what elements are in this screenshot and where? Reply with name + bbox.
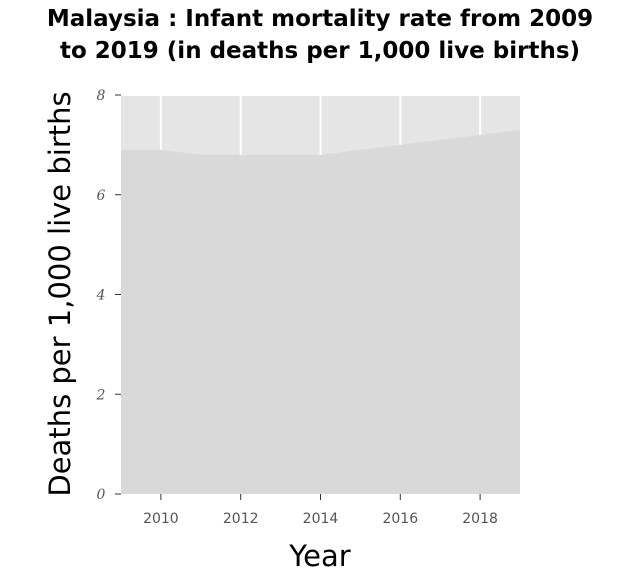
x-tick-label: 2012 bbox=[223, 511, 259, 527]
x-axis-ticks: 2010 2012 2014 2016 2018 bbox=[143, 494, 498, 527]
chart-title-line-2: to 2019 (in deaths per 1,000 live births… bbox=[60, 38, 580, 64]
y-tick-label: 2 bbox=[96, 387, 106, 403]
x-tick-label: 2014 bbox=[303, 511, 339, 527]
x-tick-label: 2016 bbox=[382, 511, 418, 527]
area-series bbox=[121, 130, 520, 494]
y-tick-label: 8 bbox=[97, 88, 106, 104]
y-tick-label: 4 bbox=[96, 288, 106, 304]
y-tick-label: 6 bbox=[97, 188, 106, 204]
y-axis-ticks: 0 2 4 6 8 bbox=[96, 88, 121, 503]
x-tick-label: 2010 bbox=[143, 511, 179, 527]
y-axis-label: Deaths per 1,000 live births bbox=[43, 91, 77, 496]
y-tick-label: 0 bbox=[97, 487, 106, 503]
x-tick-label: 2018 bbox=[462, 511, 498, 527]
x-axis-label: Year bbox=[288, 539, 350, 573]
chart-title-line-1: Malaysia : Infant mortality rate from 20… bbox=[47, 6, 593, 32]
